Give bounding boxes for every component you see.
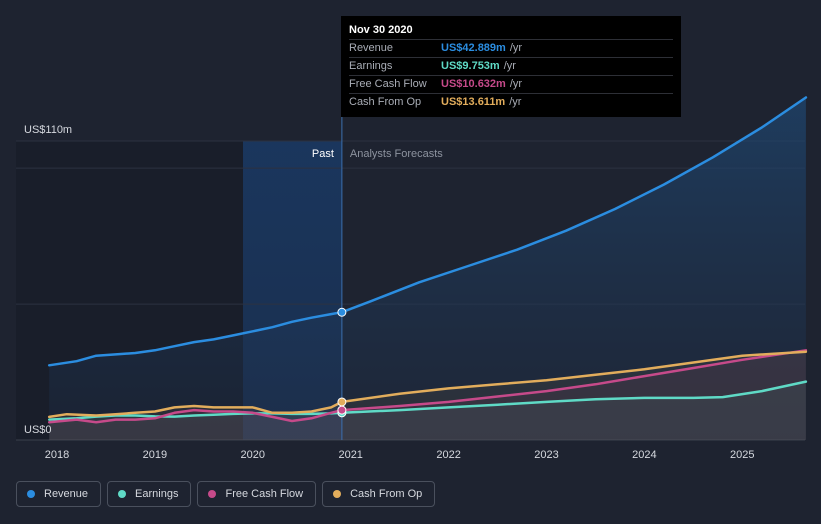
revenue-marker[interactable] [337, 307, 347, 317]
free-cash-flow-line [47, 349, 808, 424]
cash-from-op-area [49, 351, 806, 440]
legend-label: Earnings [135, 488, 179, 500]
tooltip-title: Nov 30 2020 [349, 24, 413, 36]
cash-from-op-dot-icon [333, 490, 342, 498]
revenue-line [47, 96, 808, 367]
earnings-dot-icon [118, 490, 127, 498]
free-cash-flow-area [49, 350, 806, 440]
x-tick-label: 2025 [730, 449, 754, 461]
legend-item-earnings[interactable]: Earnings [107, 481, 192, 507]
chart-area: US$110m US$0 Past Analysts Forecasts 201… [16, 16, 808, 461]
past-label: Past [312, 148, 334, 160]
free-cash-flow-marker[interactable] [337, 405, 347, 415]
earnings-line [47, 380, 808, 421]
tooltip-value: US$13.611m [441, 96, 506, 108]
forecast-label: Analysts Forecasts [350, 148, 443, 160]
tooltip-row-cash-from-op: Cash From Op US$13.611m /yr [349, 93, 673, 111]
x-tick-label: 2024 [632, 449, 656, 461]
cash-from-op-line [47, 350, 808, 419]
legend-label: Cash From Op [350, 488, 423, 500]
tooltip-label: Revenue [349, 42, 394, 54]
tooltip-value: US$42.889m [441, 42, 506, 54]
tooltip-row-revenue: Revenue US$42.889m /yr [349, 39, 673, 57]
series-markers [337, 307, 347, 418]
x-tick-label: 2020 [241, 449, 265, 461]
legend-item-revenue[interactable]: Revenue [16, 481, 102, 507]
legend-item-cash-from-op[interactable]: Cash From Op [322, 481, 436, 507]
tooltip-label: Free Cash Flow [349, 78, 427, 90]
legend-item-free-cash-flow[interactable]: Free Cash Flow [197, 481, 317, 507]
x-tick-label: 2022 [436, 449, 460, 461]
tooltip: Nov 30 2020 Revenue US$42.889m /yr Earni… [341, 16, 681, 117]
series-areas [49, 97, 806, 440]
series-lines [47, 96, 808, 424]
x-axis-ticks: 2018 2019 2020 2021 2022 2023 2024 2025 [45, 449, 755, 461]
x-tick-label: 2021 [338, 449, 362, 461]
tooltip-label: Earnings [349, 60, 393, 72]
x-tick-label: 2018 [45, 449, 69, 461]
tooltip-value: US$9.753m [441, 60, 500, 72]
tooltip-unit: /yr [509, 96, 522, 108]
y-axis-top-label: US$110m [24, 124, 72, 136]
x-tick-label: 2023 [534, 449, 558, 461]
tooltip-unit: /yr [509, 42, 523, 54]
earnings-area [49, 381, 806, 440]
tooltip-unit: /yr [503, 60, 516, 72]
x-tick-label: 2019 [143, 449, 167, 461]
legend-label: Free Cash Flow [225, 488, 304, 500]
tooltip-row-earnings: Earnings US$9.753m /yr [349, 57, 673, 75]
revenue-area [49, 97, 806, 440]
cash-from-op-marker[interactable] [337, 397, 347, 407]
tooltip-value: US$10.632m [441, 78, 506, 90]
legend-label: Revenue [44, 488, 89, 500]
tooltip-unit: /yr [509, 78, 523, 90]
legend: Revenue Earnings Free Cash Flow Cash Fro… [16, 481, 436, 507]
free-cash-flow-dot-icon [208, 490, 217, 498]
revenue-dot-icon [27, 490, 35, 498]
tooltip-row-free-cash-flow: Free Cash Flow US$10.632m /yr [349, 75, 673, 93]
tooltip-label: Cash From Op [349, 96, 422, 108]
y-axis-bottom-label: US$0 [24, 424, 52, 436]
